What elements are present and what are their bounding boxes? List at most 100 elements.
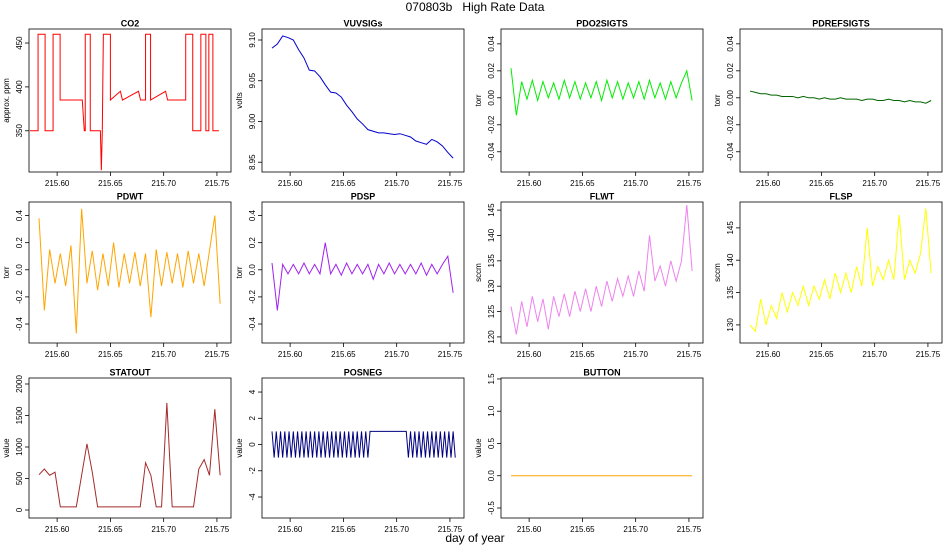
- x-tick-label: 215.70: [384, 525, 409, 534]
- panel: PDO2SIGTS torr -0.04 -0.02 0.00 0.02 0.04 215.6…: [474, 18, 704, 188]
- panel-title: PDSP: [351, 191, 376, 201]
- panel-title: FLWT: [590, 191, 615, 201]
- x-tick-label: 215.70: [151, 350, 176, 359]
- y-tick-label: 120: [487, 330, 496, 344]
- x-tick-label: 215.60: [45, 179, 70, 188]
- x-tick-label: 215.70: [623, 350, 648, 359]
- y-tick-label: 2: [248, 416, 257, 421]
- y-tick-label: 450: [15, 36, 24, 50]
- y-tick-label: 0.00: [726, 89, 735, 105]
- y-tick-label: -0.5: [487, 501, 496, 515]
- y-tick-label: 140: [487, 228, 496, 242]
- y-tick-label: 0.04: [487, 36, 496, 52]
- x-tick-label: 215.70: [151, 525, 176, 534]
- data-line: [38, 402, 221, 508]
- panel: PDWT torr -0.4 -0.2 0.0 0.2 0.4 215.60 215.65 215…: [2, 191, 232, 359]
- y-tick-label: -2: [248, 467, 257, 475]
- y-tick-label: 9.00: [248, 113, 257, 129]
- x-tick-label: 215.70: [151, 179, 176, 188]
- x-tick-label: 215.60: [517, 525, 542, 534]
- x-tick-label: 215.65: [570, 350, 595, 359]
- panel: FLWT sccm 120 125 130 135 140 145 215.60 215.65 21…: [474, 191, 704, 359]
- y-tick-label: -0.2: [15, 289, 24, 303]
- x-tick-label: 215.75: [438, 350, 463, 359]
- y-axis-label: torr: [235, 266, 244, 278]
- y-tick-label: 0.2: [15, 237, 24, 249]
- x-tick-label: 215.60: [45, 525, 70, 534]
- plot-frame: [28, 377, 232, 519]
- y-tick-label: 0.4: [15, 209, 24, 221]
- data-line: [38, 208, 221, 334]
- y-tick-label: 0: [15, 507, 24, 512]
- panel: BUTTON value -0.5 0.0 0.5 1.0 1.5 215.60 215.65 2…: [474, 367, 704, 534]
- x-tick-label: 215.60: [517, 179, 542, 188]
- y-axis-label: torr: [713, 94, 722, 106]
- x-tick-label: 215.60: [278, 350, 303, 359]
- y-tick-label: 0.5: [487, 437, 496, 449]
- x-axis-label: day of year: [445, 531, 504, 545]
- plot-frame: [28, 201, 232, 344]
- plot-area: [271, 430, 456, 458]
- y-tick-label: -0.4: [15, 317, 24, 331]
- x-tick-label: 215.60: [756, 350, 781, 359]
- panel-title: POSNEG: [344, 367, 383, 377]
- x-tick-label: 215.75: [438, 525, 463, 534]
- panel-title: CO2: [121, 18, 140, 28]
- y-tick-label: -0.02: [726, 115, 735, 134]
- x-tick-label: 215.65: [98, 525, 123, 534]
- plot-frame: [261, 377, 465, 519]
- x-tick-label: 215.60: [278, 525, 303, 534]
- y-axis-label: approx. ppm: [2, 78, 11, 123]
- y-tick-label: 145: [726, 221, 735, 235]
- y-tick-label: 0.4: [248, 209, 257, 221]
- panel: PDSP torr -0.4 -0.2 0.0 0.2 0.4 215.60 215.65 215…: [235, 191, 465, 359]
- panel-title: STATOUT: [110, 367, 151, 377]
- x-tick-label: 215.70: [384, 350, 409, 359]
- panel-title: PDREFSIGTS: [812, 18, 870, 28]
- panel-title: PDO2SIGTS: [576, 18, 628, 28]
- x-tick-label: 215.70: [862, 350, 887, 359]
- x-tick-label: 215.75: [438, 179, 463, 188]
- x-tick-label: 215.75: [205, 350, 230, 359]
- x-tick-label: 215.75: [677, 525, 702, 534]
- y-tick-label: 125: [487, 304, 496, 318]
- plot-area: [271, 35, 454, 159]
- plot-frame: [500, 377, 704, 519]
- y-tick-label: -0.4: [248, 317, 257, 331]
- panel-title: FLSP: [829, 191, 852, 201]
- y-tick-label: -4: [248, 493, 257, 501]
- y-tick-label: 9.10: [248, 32, 257, 48]
- x-tick-label: 215.65: [98, 179, 123, 188]
- x-tick-label: 215.70: [623, 525, 648, 534]
- y-axis-label: torr: [2, 266, 11, 278]
- y-tick-label: 0.04: [726, 36, 735, 52]
- data-line: [510, 68, 693, 116]
- x-tick-label: 215.60: [517, 350, 542, 359]
- panel: POSNEG value -4 -2 0 2 4 215.60 215.65 215.70 215.…: [235, 367, 465, 534]
- x-tick-label: 215.75: [677, 350, 702, 359]
- x-tick-label: 215.65: [809, 350, 834, 359]
- y-tick-label: 500: [15, 471, 24, 485]
- y-tick-label: 135: [487, 254, 496, 268]
- plot-area: [510, 204, 693, 335]
- y-tick-label: 130: [726, 318, 735, 332]
- x-tick-label: 215.65: [570, 179, 595, 188]
- y-tick-label: 1000: [15, 438, 24, 456]
- x-tick-label: 215.65: [570, 525, 595, 534]
- x-tick-label: 215.70: [623, 179, 648, 188]
- panel: FLSP sccm 130 135 140 145 215.60 215.65 215.70 21…: [713, 191, 943, 359]
- y-tick-label: 0.0: [15, 264, 24, 276]
- plot-area: [271, 242, 454, 311]
- x-tick-label: 215.70: [862, 179, 887, 188]
- plot-frame: [500, 28, 704, 173]
- plot-area: [749, 208, 932, 333]
- x-tick-label: 215.65: [98, 350, 123, 359]
- panel-title: PDWT: [117, 191, 144, 201]
- y-tick-label: 1500: [15, 406, 24, 424]
- page-title: 070803b High Rate Data: [406, 0, 545, 14]
- y-axis-label: torr: [474, 94, 483, 106]
- y-tick-label: 0.2: [248, 237, 257, 249]
- plot-area: [29, 33, 219, 171]
- y-tick-label: 0.0: [487, 470, 496, 482]
- x-tick-label: 215.60: [278, 179, 303, 188]
